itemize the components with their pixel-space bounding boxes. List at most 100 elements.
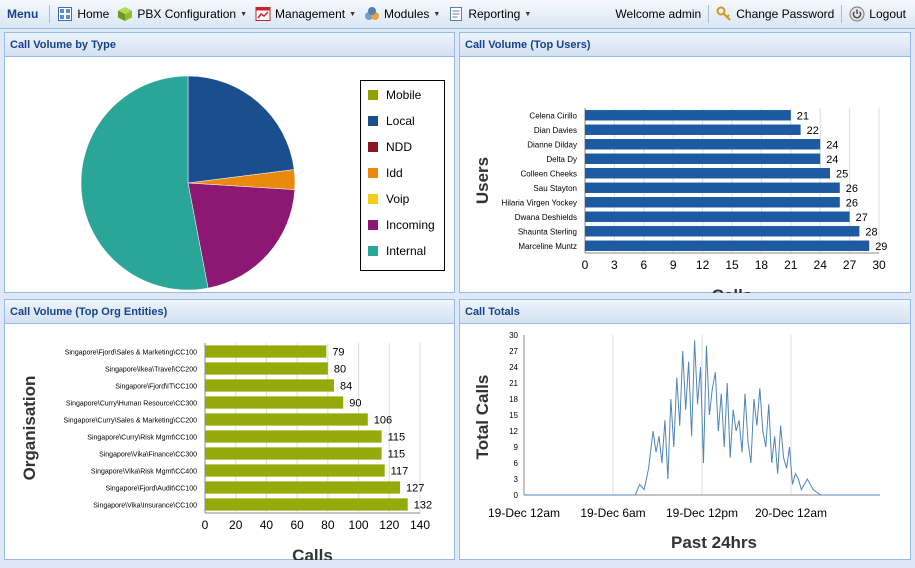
category-label: Dianne Dilday (527, 140, 577, 149)
logout-label: Logout (869, 7, 906, 21)
org-bar-chart: 0 20 40 60 80 100 120 140 Singapore\Fjord\Sales … (20, 343, 432, 560)
x-tick-label: 0 (202, 518, 209, 532)
bar (585, 226, 860, 237)
bar-value-label: 80 (334, 364, 346, 376)
cube-icon (117, 6, 133, 22)
bar-value-label: 24 (826, 154, 838, 166)
category-label: Singapore\Curry\Risk Mgmt\CC100 (87, 435, 197, 442)
legend-swatch-ndd (368, 142, 378, 152)
menu-item-management[interactable]: Management ▼ (251, 0, 360, 29)
x-tick-label: 15 (725, 258, 739, 272)
legend-label-internal: Internal (386, 244, 426, 258)
x-tick-label: 27 (843, 258, 857, 272)
bar (205, 379, 334, 392)
x-tick-label: 20 (229, 518, 243, 532)
legend-swatch-internal (368, 246, 378, 256)
bar-value-label: 79 (332, 347, 344, 359)
panel-title: Call Volume (Top Org Entities) (5, 300, 454, 324)
bar (205, 362, 328, 375)
menu-item-reporting[interactable]: Reporting ▼ (444, 0, 535, 29)
bar (585, 211, 850, 222)
bar-value-label: 28 (865, 226, 877, 238)
y-tick-label: 9 (514, 443, 519, 452)
menu-item-modules[interactable]: Modules ▼ (360, 0, 444, 29)
report-icon (448, 6, 464, 22)
panel-call-totals: Call Totals 0 3 6 9 12 15 18 21 24 27 30 19-Dec 12a… (459, 299, 911, 560)
legend-label-idd: Idd (386, 166, 403, 180)
y-axis-title: Total Calls (473, 375, 492, 460)
category-label: Marceline Muntz (518, 242, 577, 251)
x-tick-label: 19-Dec 6am (580, 506, 645, 520)
bar-value-label: 127 (406, 483, 424, 495)
x-tick-label: 3 (611, 258, 618, 272)
x-tick-label: 0 (582, 258, 589, 272)
panel-call-volume-top-users: Call Volume (Top Users) 0 3 6 9 12 15 18 21 24 27… (459, 32, 911, 293)
bar-value-label: 117 (391, 466, 409, 478)
x-tick-label: 19-Dec 12pm (666, 506, 738, 520)
bar (585, 153, 821, 164)
panel-call-volume-by-type: Call Volume by Type Mobile Local NDD Idd Voi… (4, 32, 455, 293)
bar (585, 139, 821, 150)
change-password-button[interactable]: Change Password (712, 0, 838, 29)
x-tick-label: 140 (410, 518, 430, 532)
menu-item-pbx-configuration[interactable]: PBX Configuration ▼ (113, 0, 251, 29)
pie-chart: Mobile Local NDD Idd Voip Incoming Internal (80, 75, 445, 291)
bar-value-label: 26 (846, 183, 858, 195)
menu-separator (841, 5, 843, 23)
menu-item-home[interactable]: Home (53, 0, 113, 29)
panel-title: Call Totals (460, 300, 910, 324)
y-tick-label: 30 (509, 331, 518, 340)
x-tick-label: 6 (640, 258, 647, 272)
y-tick-label: 0 (514, 491, 519, 500)
legend-swatch-idd (368, 168, 378, 178)
y-axis-title: Organisation (20, 376, 39, 481)
legend-label-local: Local (386, 114, 415, 128)
bar (205, 481, 401, 494)
y-tick-label: 18 (509, 395, 518, 404)
x-tick-label: 24 (814, 258, 828, 272)
home-icon (57, 6, 73, 22)
totals-line-chart: 0 3 6 9 12 15 18 21 24 27 30 19-Dec 12am 19-Dec 6am 1… (473, 331, 880, 552)
menu-title[interactable]: Menu (7, 7, 39, 21)
y-tick-label: 27 (509, 347, 518, 356)
legend-swatch-voip (368, 194, 378, 204)
bar-value-label: 27 (856, 212, 868, 224)
modules-icon (364, 6, 380, 22)
menu-separator (49, 5, 51, 23)
bar (585, 110, 791, 121)
bar-value-label: 84 (340, 381, 352, 393)
users-bar-chart: 0 3 6 9 12 15 18 21 24 27 30 Celena Cirillo 21 Dian D… (473, 108, 887, 293)
chevron-down-icon: ▼ (524, 10, 532, 18)
x-tick-label: 21 (784, 258, 798, 272)
bar (205, 413, 368, 426)
bar-value-label: 29 (875, 241, 887, 253)
y-tick-label: 3 (514, 475, 519, 484)
category-label: Singapore\Vika\Insurance\CC100 (93, 503, 197, 510)
bar (585, 124, 801, 135)
legend-label-voip: Voip (386, 192, 410, 206)
category-label: Colleen Cheeks (521, 169, 577, 178)
logout-button[interactable]: Logout (845, 0, 915, 29)
bar (205, 430, 382, 443)
bar-value-label: 115 (388, 449, 406, 461)
category-label: Singapore\Curry\Human Resource\CC300 (66, 401, 197, 408)
pie-slice-local (187, 75, 295, 184)
category-label: Singapore\Vika\Finance\CC300 (99, 452, 197, 459)
y-tick-label: 12 (509, 427, 518, 436)
chart-icon (255, 6, 271, 22)
x-tick-label: 20-Dec 12am (755, 506, 827, 520)
series-line (524, 340, 880, 496)
legend-label-ndd: NDD (386, 140, 412, 154)
panel-title: Call Volume (Top Users) (460, 33, 910, 57)
category-label: Celena Cirillo (529, 111, 577, 120)
category-label: Singapore\Fjord\Sales & Marketing\CC100 (65, 350, 197, 357)
legend-swatch-mobile (368, 90, 378, 100)
top-menubar: Menu Home PBX Configuration ▼ Management… (0, 0, 915, 29)
menu-item-modules-label: Modules (384, 7, 430, 21)
category-label: Delta Dy (546, 155, 577, 164)
bar-value-label: 106 (374, 415, 392, 427)
bar-value-label: 21 (797, 110, 809, 122)
bar-value-label: 22 (807, 125, 819, 137)
menu-item-pbx-label: PBX Configuration (137, 7, 237, 21)
chevron-down-icon: ▼ (349, 10, 357, 18)
